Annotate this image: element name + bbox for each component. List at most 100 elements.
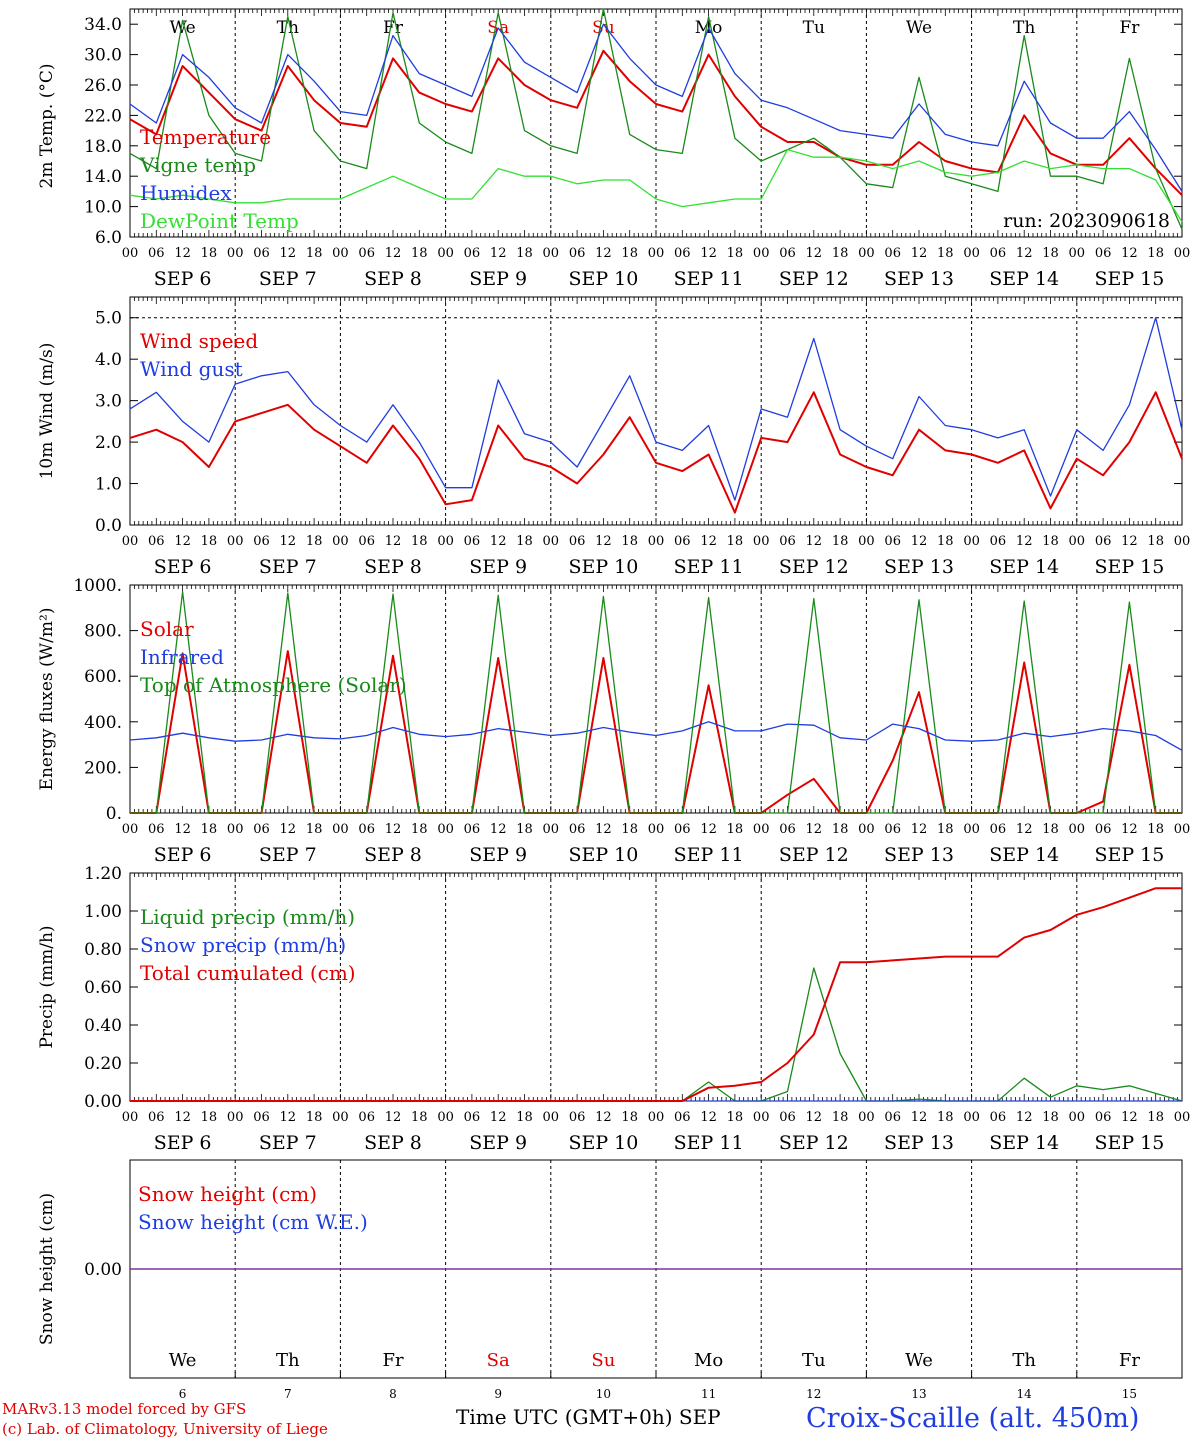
hour-label: 06 <box>148 246 165 261</box>
hour-label: 12 <box>385 246 402 261</box>
weekday-label: Th <box>1013 18 1035 38</box>
date-label: SEP 6 <box>154 556 212 578</box>
day-number-label: 15 <box>1122 1387 1137 1401</box>
hour-label: 06 <box>1095 534 1112 549</box>
hour-label: 18 <box>937 1110 954 1125</box>
day-number-label: 13 <box>911 1387 926 1401</box>
hour-label: 12 <box>174 246 191 261</box>
station-title: Croix-Scaille (alt. 450m) <box>806 1403 1140 1434</box>
date-label: SEP 6 <box>154 268 212 290</box>
date-label: SEP 11 <box>674 556 744 578</box>
hour-label: 18 <box>832 246 849 261</box>
hour-label: 00 <box>122 1110 139 1125</box>
hour-label: 00 <box>1069 534 1086 549</box>
weekday-label: Fr <box>382 1350 403 1371</box>
hour-label: 18 <box>1042 1110 1059 1125</box>
hour-label: 12 <box>174 822 191 837</box>
panel-precip: 0.00 0.20 0.40 0.60 0.80 1.00 1.20 Precip (mm/h… <box>37 864 1190 1154</box>
hour-label: 00 <box>332 246 349 261</box>
hour-label: 00 <box>332 822 349 837</box>
hour-label: 12 <box>490 534 507 549</box>
weekday-label: Su <box>591 1350 615 1371</box>
hour-label: 06 <box>884 822 901 837</box>
date-label: SEP 15 <box>1094 556 1164 578</box>
date-label: SEP 7 <box>259 268 317 290</box>
hour-label: 00 <box>648 534 665 549</box>
y-tick-label: 4.0 <box>95 350 122 370</box>
hour-label: 12 <box>700 1110 717 1125</box>
hour-label: 12 <box>280 822 297 837</box>
hour-label: 00 <box>1069 1110 1086 1125</box>
legend-entry: Snow height (cm W.E.) <box>138 1210 368 1234</box>
y-tick-label: 14.0 <box>84 167 122 187</box>
weekday-label: Fr <box>383 18 404 38</box>
hour-label: 18 <box>306 822 323 837</box>
panel-snow: 0.00 Snow height (cm) Snow height (cm) Snow… <box>37 1159 1183 1401</box>
legend-entry: Snow height (cm) <box>138 1182 317 1206</box>
y-tick-label: 18.0 <box>84 137 122 157</box>
hour-label: 18 <box>516 1110 533 1125</box>
hour-label: 06 <box>884 1110 901 1125</box>
hour-label: 12 <box>280 246 297 261</box>
hour-label: 06 <box>358 534 375 549</box>
hour-label: 18 <box>411 822 428 837</box>
hour-label: 12 <box>595 246 612 261</box>
hour-label: 00 <box>1174 822 1191 837</box>
date-label: SEP 6 <box>154 844 212 866</box>
legend-entry: Humidex <box>140 181 232 205</box>
date-label: SEP 12 <box>779 556 849 578</box>
hour-label: 12 <box>595 822 612 837</box>
y-tick-label: 0.60 <box>84 978 122 998</box>
day-number-label: 7 <box>284 1387 292 1401</box>
hour-label: 12 <box>490 246 507 261</box>
y-tick-label: 30.0 <box>84 46 122 66</box>
day-number-label: 6 <box>179 1387 187 1401</box>
hour-label: 00 <box>122 246 139 261</box>
y-tick-label: 0.40 <box>84 1016 122 1036</box>
hour-label: 18 <box>727 822 744 837</box>
day-number-label: 14 <box>1017 1387 1033 1401</box>
hour-label: 18 <box>1147 534 1164 549</box>
lab-credit: (c) Lab. of Climatology, University of L… <box>2 1420 328 1438</box>
hour-label: 12 <box>1121 1110 1138 1125</box>
date-label: SEP 10 <box>568 1132 638 1154</box>
date-label: SEP 14 <box>989 556 1059 578</box>
hour-label: 12 <box>385 822 402 837</box>
legend-entry: Solar <box>140 617 194 641</box>
hour-label: 06 <box>253 822 270 837</box>
hour-label: 18 <box>727 1110 744 1125</box>
y-tick-label: 0.00 <box>84 1092 122 1112</box>
panel-energy: 0. 200. 400. 600. 800. 1000. Energy fluxes (W/… <box>37 576 1190 866</box>
y-tick-label: 3.0 <box>95 392 122 412</box>
hour-label: 00 <box>858 822 875 837</box>
hour-label: 00 <box>437 1110 454 1125</box>
date-label: SEP 11 <box>674 844 744 866</box>
hour-label: 12 <box>280 534 297 549</box>
hour-label: 12 <box>700 246 717 261</box>
hour-label: 18 <box>516 534 533 549</box>
legend-entry: Temperature <box>140 125 271 149</box>
hour-label: 12 <box>1016 534 1033 549</box>
date-label: SEP 9 <box>469 268 527 290</box>
hour-label: 00 <box>437 534 454 549</box>
hour-label: 06 <box>358 822 375 837</box>
legend-entry: Top of Atmosphere (Solar) <box>140 673 407 697</box>
hour-label: 06 <box>253 246 270 261</box>
date-label: SEP 13 <box>884 268 954 290</box>
y-tick-label: 0.00 <box>84 1260 122 1280</box>
y-axis-title: Precip (mm/h) <box>37 925 57 1048</box>
hour-label: 18 <box>411 246 428 261</box>
hour-label: 12 <box>490 822 507 837</box>
hour-label: 00 <box>227 534 244 549</box>
run-annotation: run: 2023090618 <box>1003 210 1170 232</box>
weekday-label: We <box>905 1350 933 1371</box>
date-label: SEP 11 <box>674 1132 744 1154</box>
hour-label: 06 <box>674 1110 691 1125</box>
hour-label: 18 <box>727 246 744 261</box>
date-label: SEP 13 <box>884 1132 954 1154</box>
hour-label: 06 <box>464 1110 481 1125</box>
hour-label: 00 <box>963 246 980 261</box>
hour-label: 06 <box>674 534 691 549</box>
hour-label: 18 <box>201 534 218 549</box>
hour-label: 00 <box>858 534 875 549</box>
